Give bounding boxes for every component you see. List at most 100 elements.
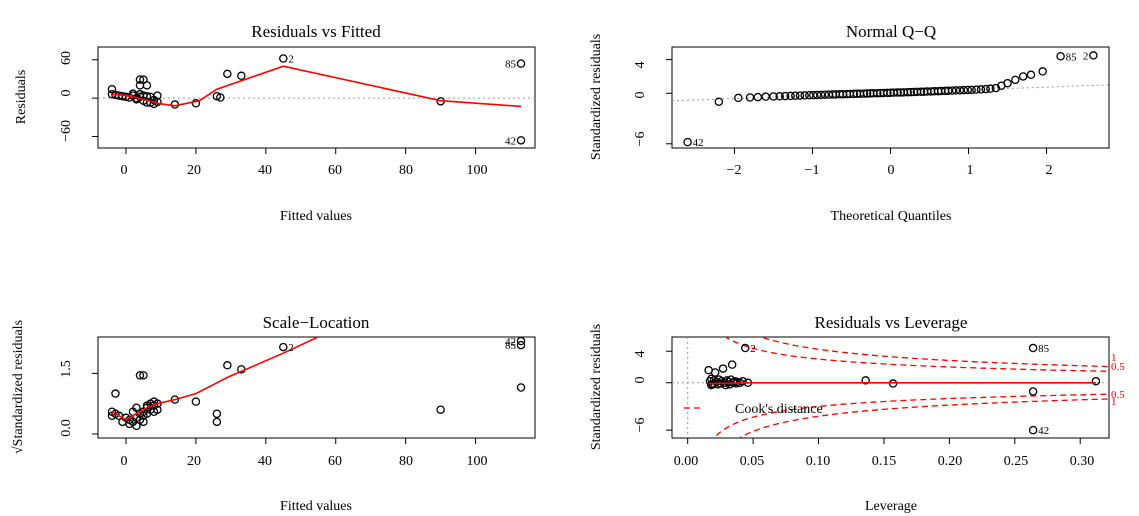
data-point — [718, 364, 728, 373]
data-point — [981, 84, 990, 94]
data-point — [714, 97, 724, 106]
data-point — [111, 389, 120, 398]
data-point — [1038, 67, 1047, 76]
data-point — [132, 421, 141, 431]
data-point — [800, 91, 809, 100]
data-point — [741, 343, 750, 353]
plot-marks: 2 85 42 — [666, 337, 1109, 444]
data-point — [191, 397, 201, 406]
data-point — [212, 417, 222, 427]
x-tick-label: 60 — [328, 454, 342, 469]
data-point — [1056, 52, 1065, 61]
data-point — [212, 409, 222, 419]
data-point — [135, 75, 145, 84]
y-axis-label: Standardized residuals — [589, 324, 604, 450]
data-point — [991, 83, 1001, 93]
point-annotation-label: 42 — [693, 137, 704, 149]
x-tick-label: 80 — [399, 163, 413, 178]
x-axis-label: Theoretical Quantiles — [831, 209, 952, 224]
data-point — [967, 85, 976, 95]
data-point — [1089, 51, 1098, 60]
data-point — [436, 405, 445, 414]
y-tick-label: 0 — [59, 90, 74, 97]
cooks-distance-contour — [724, 337, 1109, 372]
smoother-line — [708, 382, 1096, 385]
x-tick-label: 0.15 — [872, 454, 897, 469]
x-tick-label: 20 — [187, 163, 201, 178]
smoother-line — [111, 337, 319, 421]
x-tick-label: −1 — [805, 163, 820, 178]
plot-frame — [97, 336, 536, 439]
plot-area — [107, 337, 526, 431]
plot-frame — [671, 336, 1110, 439]
x-tick-label: 0.00 — [674, 454, 699, 469]
data-point — [237, 71, 246, 81]
y-tick-label: 0.0 — [59, 419, 74, 437]
x-tick-label: 0 — [121, 163, 128, 178]
x-tick-label: 40 — [258, 163, 272, 178]
data-point — [1091, 376, 1101, 386]
data-point — [861, 376, 870, 385]
data-point — [883, 88, 892, 98]
data-point — [153, 91, 162, 100]
data-point — [780, 91, 790, 101]
x-tick-label: 100 — [467, 454, 488, 469]
data-point — [1028, 425, 1038, 435]
data-point — [1003, 78, 1012, 88]
data-point — [279, 54, 288, 63]
data-point — [976, 85, 986, 94]
panel-title: Residuals vs Fitted — [251, 22, 381, 41]
x-axis-label: Fitted values — [280, 209, 352, 224]
data-point — [191, 99, 201, 108]
plot-frame — [97, 46, 536, 149]
data-point — [223, 361, 232, 370]
point-annotation-label: 2 — [1083, 50, 1089, 62]
point-annotation-label: 2 — [750, 343, 756, 355]
y-tick-label: 0 — [633, 377, 648, 384]
data-point — [786, 91, 795, 101]
plot-area — [98, 54, 535, 145]
x-tick-label: 2 — [1046, 163, 1053, 178]
data-point — [916, 87, 926, 97]
x-tick-label: 0 — [888, 163, 895, 178]
x-tick-label: 80 — [399, 454, 413, 469]
data-point — [775, 91, 784, 101]
x-axis-label: Fitted values — [280, 499, 352, 514]
data-point — [710, 368, 720, 377]
y-tick-label: 1.5 — [59, 360, 74, 378]
data-point — [516, 340, 526, 350]
data-point — [279, 342, 288, 352]
data-point — [727, 360, 737, 369]
data-point — [216, 93, 225, 102]
x-tick-label: 0 — [121, 454, 128, 469]
panel-title: Residuals vs Leverage — [815, 313, 968, 332]
cooks-level-label: 1 — [1111, 396, 1117, 408]
point-annotation-label: 85 — [505, 340, 517, 352]
plot-marks: 2 85 42 — [92, 54, 535, 154]
y-axis-label: Standardized residuals — [589, 34, 604, 160]
cooks-distance-contour — [737, 398, 1109, 438]
data-point — [753, 92, 763, 102]
plot-area — [672, 51, 1109, 147]
data-point — [153, 405, 162, 414]
data-point — [972, 85, 981, 94]
y-tick-label: 60 — [59, 51, 74, 65]
data-point — [1028, 343, 1038, 353]
data-point — [849, 89, 859, 99]
cooks-distance-legend: Cook's distance — [735, 402, 823, 417]
x-tick-label: 100 — [467, 163, 488, 178]
y-axis-label: √Standardized residuals — [11, 320, 26, 454]
point-annotation-label: 85 — [505, 59, 517, 71]
data-point — [906, 87, 916, 97]
data-point — [135, 371, 145, 380]
x-tick-label: −2 — [727, 163, 742, 178]
data-point — [795, 91, 805, 100]
x-tick-label: 0.10 — [806, 454, 831, 469]
point-annotation-label: 85 — [1066, 51, 1078, 63]
x-tick-label: 0.25 — [1004, 454, 1029, 469]
x-tick-label: 60 — [328, 163, 342, 178]
data-point — [761, 92, 770, 101]
data-point — [862, 89, 872, 98]
data-point — [516, 337, 526, 346]
